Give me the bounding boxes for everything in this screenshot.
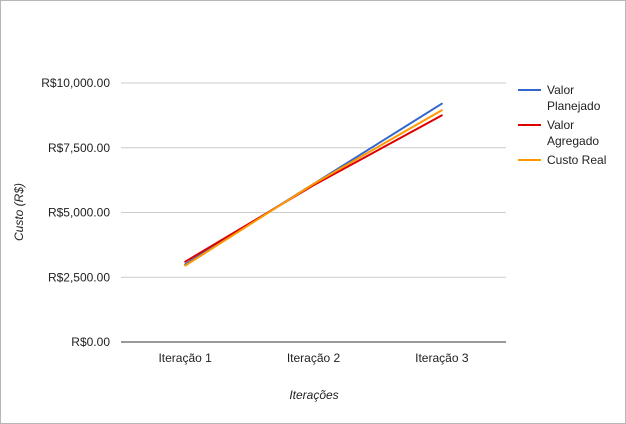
y-tick-label: R$10,000.00 bbox=[41, 76, 110, 90]
x-tick-label: Iteração 3 bbox=[415, 351, 469, 365]
gridlines bbox=[121, 82, 506, 343]
x-tick-label: Iteração 2 bbox=[287, 351, 341, 365]
y-tick-label: R$7,500.00 bbox=[48, 141, 110, 155]
y-axis-title: Custo (R$) bbox=[12, 183, 26, 241]
series-line bbox=[184, 109, 443, 267]
legend: Valor Planejado Valor Agregado Custo Real bbox=[518, 83, 606, 167]
x-tick-label: Iteração 1 bbox=[158, 351, 212, 365]
y-tick-label: R$5,000.00 bbox=[48, 206, 110, 220]
legend-label: Valor bbox=[547, 83, 574, 97]
y-tick-label: R$2,500.00 bbox=[48, 270, 110, 284]
legend-label: Valor bbox=[547, 118, 574, 132]
legend-item: Valor Planejado bbox=[518, 83, 601, 113]
series-line bbox=[184, 114, 443, 263]
legend-label: Custo Real bbox=[547, 153, 606, 167]
legend-label: Planejado bbox=[547, 99, 601, 113]
legend-label: Agregado bbox=[547, 134, 599, 148]
legend-item: Valor Agregado bbox=[518, 118, 599, 148]
y-tick-label: R$0.00 bbox=[71, 335, 110, 349]
x-axis-title: Iterações bbox=[289, 388, 338, 402]
y-tick-labels: R$0.00 R$2,500.00 R$5,000.00 R$7,500.00 R$10… bbox=[41, 76, 110, 349]
legend-item: Custo Real bbox=[518, 153, 606, 167]
x-tick-labels: Iteração 1 Iteração 2 Iteração 3 bbox=[158, 351, 468, 365]
series-lines bbox=[184, 102, 443, 267]
